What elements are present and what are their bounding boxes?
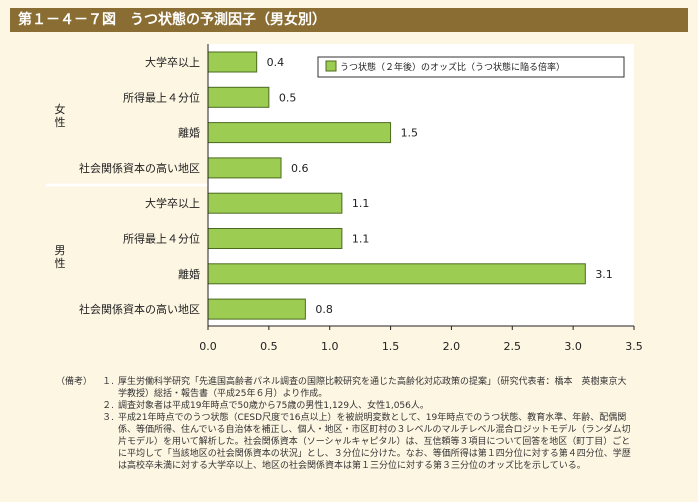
legend-box xyxy=(317,56,625,78)
data-label: 1.1 xyxy=(352,197,370,210)
notes-label: （備考） xyxy=(56,377,93,387)
data-label: 1.5 xyxy=(401,127,419,140)
note-text: 厚生労働科学研究「先進国高齢者パネル調査の国際比較研究を通じた高齢化対応政策の提… xyxy=(118,377,627,399)
group-label: 女性 xyxy=(55,102,66,129)
data-label: 0.5 xyxy=(279,91,297,104)
bar xyxy=(207,122,392,144)
bar xyxy=(207,51,258,73)
category-label: 離婚 xyxy=(178,267,200,281)
note-row-3: ３. 平成21年時点でのうつ状態（CESD尺度で16点以上）を被説明変数として、… xyxy=(56,412,634,472)
bar xyxy=(207,157,282,179)
x-tick-label: 3.5 xyxy=(625,340,643,353)
category-label: 社会関係資本の高い地区 xyxy=(79,161,200,175)
note-text: 調査対象者は平成19年時点で50歳から75歳の男性1,129人、女性1,056人… xyxy=(118,401,429,411)
x-tick-label: 2.5 xyxy=(504,340,522,353)
x-tick-label: 3.0 xyxy=(564,340,582,353)
x-tick-label: 0.0 xyxy=(199,340,217,353)
note-row-2: ２. 調査対象者は平成19年時点で50歳から75歳の男性1,129人、女性1,0… xyxy=(56,400,634,412)
x-tick-label: 0.5 xyxy=(260,340,278,353)
x-tick-label: 1.0 xyxy=(321,340,339,353)
category-label: 離婚 xyxy=(178,126,200,140)
chart-title: 第１－４－７図 うつ状態の予測因子（男女別） xyxy=(18,12,326,28)
bar xyxy=(207,192,343,214)
bar xyxy=(207,298,306,320)
bar xyxy=(207,263,586,285)
bar xyxy=(207,228,343,249)
note-text: 平成21年時点でのうつ状態（CESD尺度で16点以上）を被説明変数として、19年… xyxy=(118,413,631,471)
category-label: 大学卒以上 xyxy=(145,196,200,210)
category-label: 所得最上４分位 xyxy=(123,90,200,104)
note-row-1: （備考） １. 厚生労働科学研究「先進国高齢者パネル調査の国際比較研究を通じた高… xyxy=(56,376,634,400)
bar xyxy=(207,86,270,108)
note-number: ２. xyxy=(102,401,114,411)
legend-swatch xyxy=(325,60,337,72)
data-label: 0.8 xyxy=(315,303,333,316)
data-label: 3.1 xyxy=(595,268,613,281)
data-label: 0.6 xyxy=(291,162,309,175)
notes: （備考） １. 厚生労働科学研究「先進国高齢者パネル調査の国際比較研究を通じた高… xyxy=(56,376,634,472)
x-tick-label: 1.5 xyxy=(382,340,400,353)
data-label: 0.4 xyxy=(267,56,285,69)
category-label: 社会関係資本の高い地区 xyxy=(79,302,200,316)
note-number: ３. xyxy=(102,413,114,423)
group-label: 男性 xyxy=(55,244,66,270)
legend-label: うつ状態（２年後）のオッズ比（うつ状態に陥る倍率） xyxy=(340,61,565,73)
note-number: １. xyxy=(102,377,114,387)
category-label: 所得最上４分位 xyxy=(123,232,200,246)
category-label: 大学卒以上 xyxy=(145,55,200,69)
x-tick-label: 2.0 xyxy=(443,340,461,353)
data-label: 1.1 xyxy=(352,233,370,246)
title-bar: 第１－４－７図 うつ状態の予測因子（男女別） xyxy=(10,8,688,32)
